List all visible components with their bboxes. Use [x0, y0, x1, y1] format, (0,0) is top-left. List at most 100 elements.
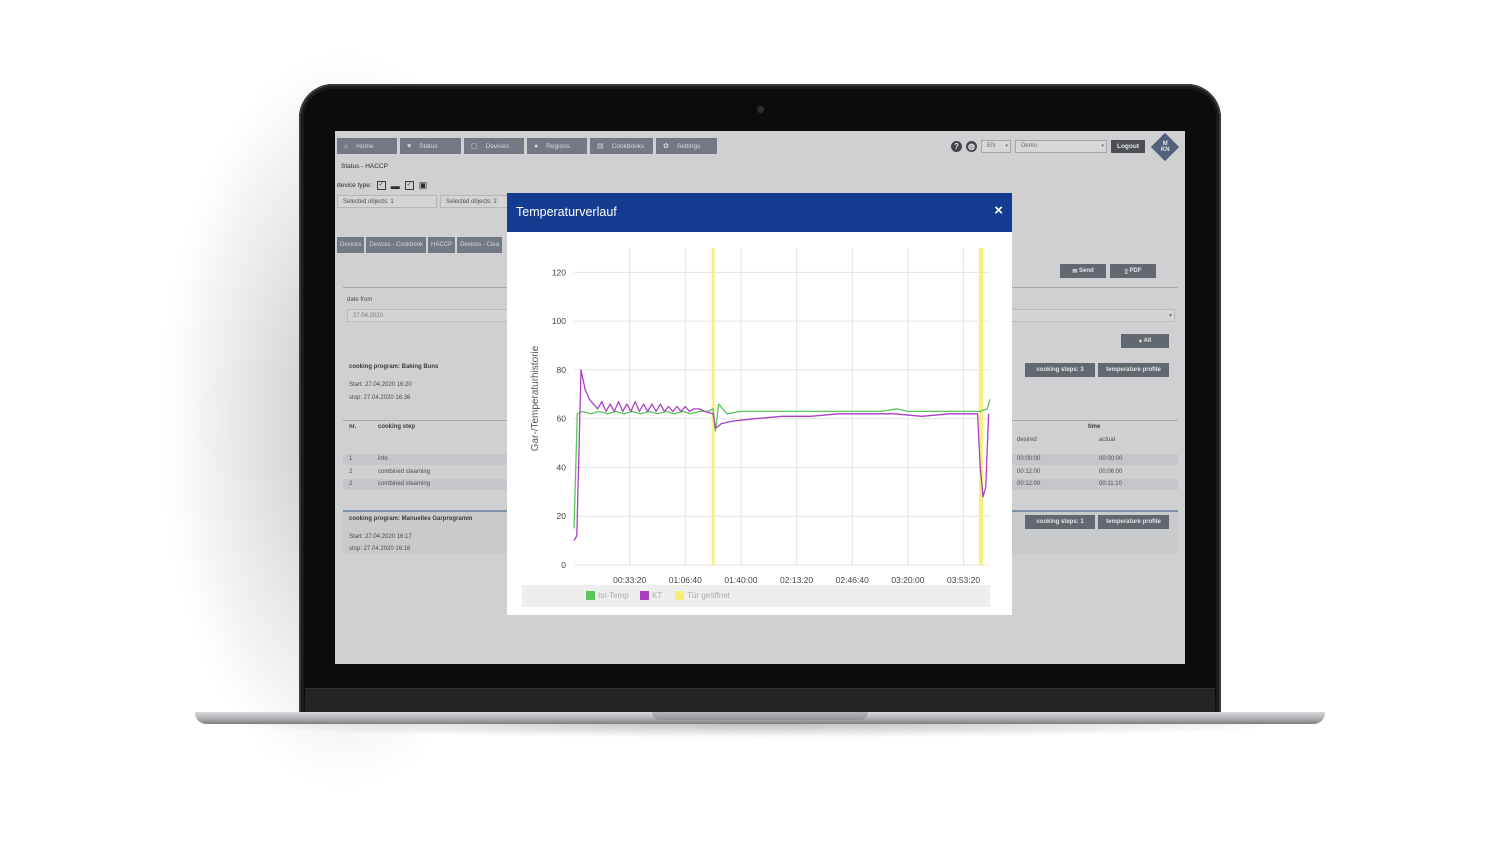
book-icon: ▤	[597, 143, 604, 150]
laptop-base-shadow	[210, 724, 1310, 738]
col-nr: nr.	[349, 424, 357, 430]
series-line-0	[573, 399, 991, 529]
gear-icon: ✿	[663, 143, 669, 150]
nav-label: Devices	[485, 142, 509, 150]
top-navigation: ⌂ Home ♥ Status ▢ Devices ● Regions ▤ Cookboo…	[337, 138, 717, 154]
row-actual: 00:00:00	[1099, 456, 1123, 462]
row-desired: 00:12:00	[1017, 481, 1041, 487]
account-select[interactable]: Demo ▾	[1014, 139, 1107, 153]
x-tick-label: 01:06:40	[669, 575, 702, 585]
nav-devices[interactable]: ▢ Devices	[464, 138, 524, 154]
language-select[interactable]: EN ▾	[980, 139, 1011, 153]
nav-label: Home	[356, 142, 374, 150]
program-stop: stop: 27.04.2020 16:16	[349, 546, 411, 552]
send-label: Send	[1079, 268, 1094, 274]
row-desired: 00:12:00	[1017, 469, 1041, 475]
nav-home[interactable]: ⌂ Home	[337, 138, 397, 154]
temperature-profile-button[interactable]: temperature profile	[1098, 515, 1169, 529]
col-cooking-step: cooking step	[378, 424, 416, 430]
x-tick-label: 01:40:00	[724, 575, 757, 585]
tab-devices[interactable]: Devices	[337, 237, 365, 253]
globe-icon[interactable]: ◍	[965, 140, 977, 152]
map-pin-icon: ●	[534, 142, 539, 150]
program-start: Start: 27.04.2020 16:17	[349, 534, 412, 540]
checkbox-cabinet[interactable]: ✓	[404, 181, 414, 190]
header-right: ? ◍ EN ▾ Demo ▾ Logout M KN	[950, 132, 1181, 162]
legend-background	[522, 585, 990, 607]
nav-label: Status	[419, 142, 438, 150]
row-actual: 00:11:10	[1099, 481, 1122, 487]
date-from-input[interactable]: 27.04.2020	[347, 309, 527, 322]
legend-swatch	[675, 591, 684, 600]
x-tick-label: 03:20:00	[891, 575, 924, 585]
row-step: combined steaming	[378, 481, 431, 487]
row-actual: 00:06:00	[1099, 469, 1123, 475]
row-step: combined steaming	[378, 469, 431, 475]
col-actual: actual	[1099, 437, 1116, 443]
row-nr: 2	[349, 481, 353, 487]
device-type-label: device type:	[337, 182, 372, 189]
x-tick-label: 02:13:20	[780, 575, 813, 585]
cabinet-icon: ▣	[418, 180, 428, 190]
y-tick-label: 20	[557, 511, 567, 521]
checkbox-oven[interactable]: ✓	[376, 181, 386, 190]
tab-devices-cleaning[interactable]: Devices - Clea	[457, 237, 503, 253]
close-icon[interactable]: ×	[994, 202, 1003, 219]
oven-icon: ▬	[390, 180, 400, 191]
webcam	[757, 106, 764, 113]
legend-label: Tür geöffnet	[687, 591, 731, 600]
laptop-bezel	[305, 688, 1215, 713]
modal-title: Temperaturverlauf	[516, 205, 617, 219]
laptop-hinge-notch	[652, 712, 868, 720]
nav-settings[interactable]: ✿ Settings	[656, 138, 717, 154]
pdf-label: PDF	[1129, 268, 1142, 274]
temperature-chart: 0 20 40 60 80 100 120 00:33:20 01:06:40 01:40:00 0…	[522, 248, 991, 607]
chevron-down-icon: ▾	[1101, 143, 1104, 149]
temperature-profile-button[interactable]: temperature profile	[1098, 363, 1169, 377]
y-tick-label: 0	[561, 560, 566, 570]
tab-devices-cookbook[interactable]: Devices - Cookbook	[366, 237, 427, 253]
nav-cookbooks[interactable]: ▤ Cookbooks	[590, 138, 653, 154]
logout-button[interactable]: Logout	[1110, 139, 1145, 153]
all-button[interactable]: ▾ All	[1121, 334, 1169, 348]
account-value: Demo	[1020, 143, 1037, 149]
program-stop: stop: 27.04.2020 16:36	[349, 395, 411, 401]
y-tick-label: 40	[557, 462, 567, 472]
pdf-button[interactable]: ▯ PDF	[1110, 264, 1156, 278]
row-nr: 1	[349, 456, 353, 462]
legend-swatch	[586, 591, 595, 600]
door-open-band	[978, 248, 984, 565]
nav-status[interactable]: ♥ Status	[400, 138, 461, 154]
send-button[interactable]: ✉ Send	[1060, 264, 1106, 278]
program-title: cooking program: Baking Buns	[349, 364, 439, 370]
col-desired: desired	[1017, 437, 1037, 443]
nav-label: Settings	[676, 142, 701, 150]
y-axis-label: Gar-/Temperaturhistorie	[530, 345, 541, 451]
door-open-band	[711, 248, 715, 565]
tab-haccp[interactable]: HACCP	[428, 237, 456, 253]
mail-icon: ✉	[1072, 268, 1080, 275]
temperature-modal: Temperaturverlauf × 0 20 40 60 80 100 120 00:33…	[507, 193, 1012, 615]
legend-swatch	[640, 591, 649, 600]
row-nr: 2	[349, 469, 353, 475]
sub-tabs: Devices Devices - Cookbook HACCP Devices…	[337, 237, 503, 253]
y-tick-label: 60	[557, 414, 567, 424]
nav-label: Regions	[546, 142, 571, 150]
y-tick-label: 80	[557, 365, 567, 375]
legend-label: KT	[652, 591, 662, 600]
chevron-down-icon: ▾	[1005, 143, 1008, 149]
temperature-chart-area: 0 20 40 60 80 100 120 00:33:20 01:06:40 01:40:00 0…	[507, 232, 1012, 615]
program-title: cooking program: Manuelles Garprogramm	[349, 516, 473, 522]
selected-objects-1[interactable]: Selected objects: 1	[337, 195, 437, 208]
all-label: All	[1143, 338, 1152, 344]
home-icon: ⌂	[344, 142, 349, 150]
chevron-down-icon: ▾	[1168, 313, 1172, 319]
date-from-label: date from	[347, 297, 373, 303]
cooking-steps-button[interactable]: cooking steps: 1	[1025, 515, 1095, 529]
question-icon[interactable]: ?	[950, 140, 962, 152]
nav-regions[interactable]: ● Regions	[527, 138, 587, 154]
cooking-steps-button[interactable]: cooking steps: 3	[1025, 363, 1095, 377]
row-step: info	[378, 456, 388, 462]
heart-icon: ♥	[407, 142, 412, 150]
x-tick-label: 03:53:20	[947, 575, 980, 585]
